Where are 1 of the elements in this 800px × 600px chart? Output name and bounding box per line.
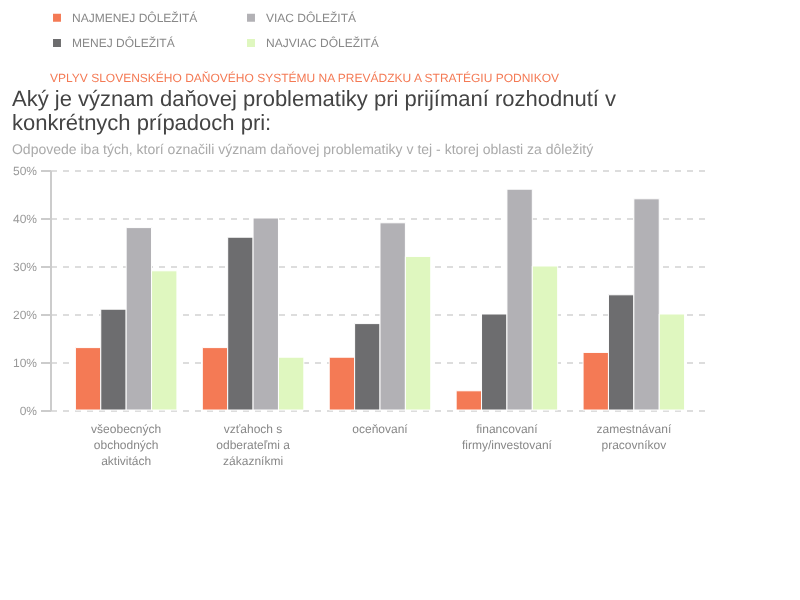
chart-title: Aký je význam daňovej problematiky pri prijímaní rozhodnutí v konkrétnych prípadoch pri: [11,88,618,136]
